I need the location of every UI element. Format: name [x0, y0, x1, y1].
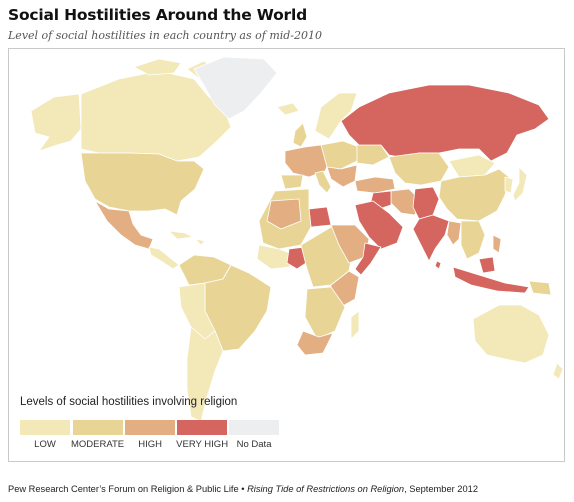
- region-algeria: [266, 198, 302, 230]
- region-mexico: [94, 200, 154, 250]
- legend-label-low: LOW: [34, 439, 56, 450]
- legend-item-moderate: MODERATE: [71, 420, 124, 450]
- region-central-asia: [388, 152, 450, 186]
- region-argentina-chile: [186, 326, 224, 422]
- region-scandinavia: [314, 92, 358, 140]
- region-australia: [472, 304, 550, 364]
- region-iceland: [276, 102, 300, 116]
- region-new-zealand: [552, 362, 564, 380]
- region-caribbean: [168, 230, 206, 246]
- region-egypt: [308, 206, 332, 228]
- region-russia: [340, 84, 550, 162]
- legend: LOW MODERATE HIGH VERY HIGH No Data: [20, 420, 280, 450]
- legend-item-high: HIGH: [125, 420, 176, 450]
- region-papua: [528, 280, 552, 296]
- region-somalia: [354, 242, 382, 276]
- region-myanmar: [446, 220, 462, 246]
- region-greenland: [193, 56, 278, 120]
- legend-swatch-moderate: [72, 420, 123, 435]
- region-central-europe: [320, 140, 360, 170]
- source-prefix: Pew Research Center’s Forum on Religion …: [8, 484, 248, 494]
- region-alaska: [30, 93, 82, 152]
- legend-swatch-very-high: [177, 420, 228, 435]
- legend-label-moderate: MODERATE: [71, 439, 125, 450]
- legend-label-very-high: VERY HIGH: [176, 439, 229, 450]
- legend-title: Levels of social hostilities involving r…: [20, 396, 238, 408]
- region-west-africa: [256, 244, 296, 270]
- legend-item-no-data: No Data: [229, 420, 280, 450]
- page-title: Social Hostilities Around the World: [8, 6, 307, 24]
- legend-swatch-high: [125, 420, 176, 435]
- legend-item-low: LOW: [20, 420, 70, 450]
- region-madagascar: [350, 310, 360, 340]
- region-turkey: [354, 176, 396, 194]
- legend-label-high: HIGH: [138, 439, 163, 450]
- region-central-america: [148, 246, 180, 270]
- region-uk: [292, 122, 308, 148]
- world-map-svg: [30, 56, 564, 422]
- region-sri-lanka: [434, 260, 442, 270]
- region-india: [412, 214, 450, 262]
- region-japan: [512, 166, 528, 202]
- legend-swatch-no-data: [229, 420, 280, 435]
- region-korea: [504, 176, 514, 194]
- region-southeast-asia: [460, 220, 486, 260]
- region-western-europe: [284, 144, 332, 178]
- region-china: [438, 168, 510, 222]
- legend-label-no-data: No Data: [236, 439, 272, 450]
- region-mongolia: [448, 154, 496, 178]
- legend-swatch-low: [20, 420, 70, 435]
- region-arabia: [354, 200, 404, 250]
- region-indonesia: [452, 256, 530, 294]
- region-usa: [80, 152, 205, 216]
- region-pakistan: [412, 186, 440, 220]
- source-suffix: , September 2012: [404, 484, 478, 494]
- region-south-africa: [296, 330, 334, 356]
- region-philippines: [492, 234, 502, 254]
- region-spain: [280, 174, 304, 190]
- legend-item-very-high: VERY HIGH: [176, 420, 228, 450]
- source-note: Pew Research Center’s Forum on Religion …: [8, 484, 478, 494]
- world-map: [8, 48, 565, 462]
- page-subtitle: Level of social hostilities in each coun…: [8, 29, 323, 42]
- region-southern-africa: [304, 286, 346, 340]
- region-italy: [314, 170, 332, 194]
- source-report-title: Rising Tide of Restrictions on Religion: [247, 484, 405, 494]
